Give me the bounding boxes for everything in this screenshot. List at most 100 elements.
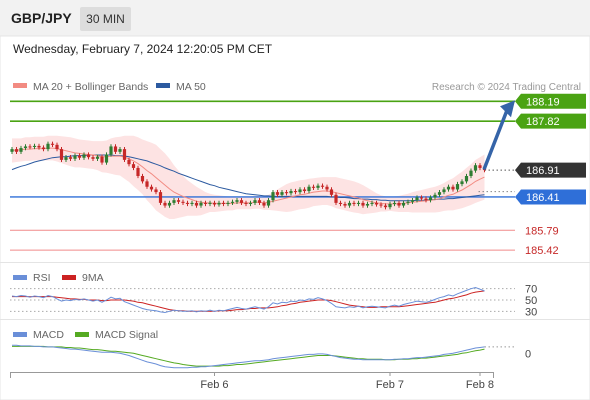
candle-body <box>280 192 284 195</box>
candle-body <box>149 186 154 190</box>
candle <box>356 200 361 207</box>
candle <box>28 144 32 150</box>
candle <box>410 198 415 204</box>
candle <box>316 183 320 190</box>
candle-body <box>257 200 262 203</box>
candle-body <box>145 181 149 187</box>
candle <box>338 200 343 207</box>
candle <box>154 187 158 195</box>
candle <box>113 144 118 154</box>
candle <box>55 142 59 152</box>
candle-body <box>41 147 46 150</box>
candle-body <box>19 148 23 152</box>
candle-body <box>478 165 482 168</box>
candle <box>122 146 127 163</box>
candle-body <box>383 205 388 208</box>
candle-body <box>248 202 253 204</box>
candle <box>131 162 136 171</box>
candle <box>91 155 95 161</box>
level-label: 186.91 <box>526 165 560 177</box>
candle <box>433 192 437 200</box>
candle <box>280 189 284 197</box>
level-tag <box>515 162 586 178</box>
x-tick-label: Feb 8 <box>466 379 494 391</box>
candle <box>374 200 379 207</box>
rsi-level-label: 50 <box>525 295 537 307</box>
legend-swatch <box>62 275 76 280</box>
candle <box>284 189 289 196</box>
macd-line <box>12 344 485 369</box>
candle <box>455 181 460 192</box>
candle <box>383 203 388 210</box>
candle <box>437 189 442 197</box>
candle <box>176 198 181 204</box>
candle <box>415 195 419 203</box>
candle-body <box>64 157 68 160</box>
candle <box>235 198 239 204</box>
credit-text: Research © 2024 Trading Central <box>432 82 581 93</box>
candle-body <box>302 189 307 192</box>
legend-label: RSI <box>33 272 51 284</box>
candle-body <box>95 156 100 159</box>
candle-body <box>199 202 203 206</box>
candle <box>239 198 244 206</box>
candle <box>320 183 325 189</box>
candle-body <box>352 202 356 204</box>
candle <box>307 184 311 194</box>
candle-body <box>185 202 190 204</box>
candle-body <box>347 202 352 206</box>
x-tick-label: Feb 7 <box>376 379 404 391</box>
candle <box>199 200 203 208</box>
candle-body <box>32 145 37 147</box>
candle-body <box>406 201 410 203</box>
candle-body <box>271 192 275 201</box>
candle-body <box>284 192 289 194</box>
candle-body <box>82 154 86 158</box>
candle <box>392 200 397 207</box>
candle <box>19 145 23 154</box>
candle-body <box>190 202 194 204</box>
candle-body <box>86 154 91 158</box>
candle-body <box>136 167 140 176</box>
candle-body <box>10 149 14 152</box>
candle <box>446 184 451 192</box>
candle-body <box>388 203 392 208</box>
candle <box>293 188 298 195</box>
candle-body <box>433 194 437 198</box>
candle-body <box>172 200 176 203</box>
candle <box>104 152 109 165</box>
candle-body <box>176 200 181 202</box>
legend-swatch <box>13 332 27 337</box>
candle-body <box>59 149 64 160</box>
candle-body <box>230 201 235 203</box>
candle <box>419 195 424 201</box>
candle <box>406 199 410 206</box>
candle <box>428 195 433 203</box>
candle-body <box>113 146 118 152</box>
candle <box>266 198 271 208</box>
candle <box>244 200 248 207</box>
candle-body <box>91 157 95 159</box>
legend-label: MACD <box>33 329 64 341</box>
candle-body <box>464 176 469 182</box>
legend-swatch <box>13 275 27 280</box>
candle <box>59 146 64 163</box>
candle <box>145 179 149 189</box>
candle <box>343 201 347 208</box>
candle <box>365 201 370 208</box>
candle-body <box>239 200 244 203</box>
level-tag <box>515 113 586 129</box>
candle-body <box>451 186 455 190</box>
candle <box>257 198 262 206</box>
candle <box>208 200 212 207</box>
candle-body <box>329 189 334 195</box>
level-label: 188.19 <box>526 96 560 108</box>
candle <box>401 200 406 208</box>
candle <box>14 146 19 154</box>
timeframe-button[interactable]: 30 MIN <box>80 7 131 31</box>
candle-body <box>424 198 428 201</box>
candle-body <box>203 202 208 204</box>
candle-body <box>428 197 433 201</box>
candle <box>262 200 266 208</box>
candle <box>473 163 478 173</box>
